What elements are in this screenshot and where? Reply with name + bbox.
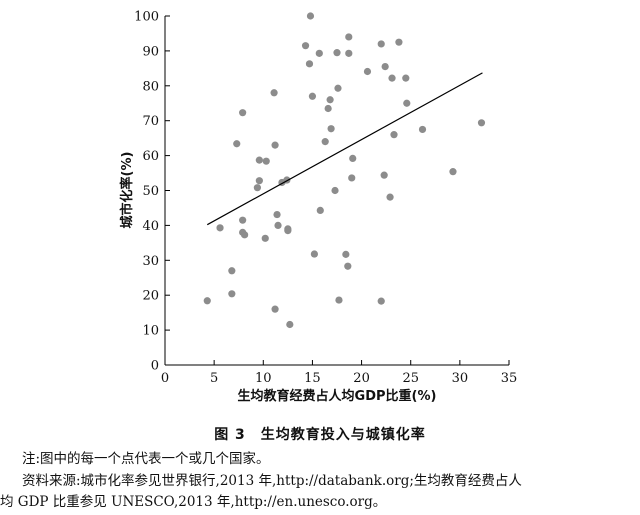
data-point	[241, 231, 249, 239]
data-point	[324, 104, 332, 113]
y-tick-label: 90	[142, 44, 159, 59]
data-point	[271, 141, 279, 149]
source-text-line2: 均 GDP 比重参见 UNESCO,2013 年,http://en.unesc…	[0, 494, 387, 510]
data-points	[203, 12, 486, 329]
y-tick-label: 60	[142, 149, 159, 164]
y-tick-label: 80	[142, 79, 159, 94]
data-point	[305, 60, 314, 68]
data-point	[216, 224, 224, 232]
data-point	[262, 157, 270, 165]
data-point	[327, 125, 335, 133]
source-text-line1: 资料来源:城市化率参见世界银行,2013 年,http://databank.o…	[22, 473, 522, 489]
data-point	[345, 49, 353, 57]
scatter-chart: 0 10 20 30 40 50 60 70 80 90 100 0 5 10 15 20 25 30 35 生均教…	[119, 10, 517, 405]
data-point	[255, 156, 263, 164]
data-point	[349, 154, 357, 162]
data-point	[344, 262, 352, 270]
data-point	[403, 99, 411, 107]
data-point	[377, 40, 385, 48]
y-tick-label: 40	[142, 219, 159, 234]
data-point	[335, 296, 343, 304]
x-axis-label: 生均教育经费占人均GDP比重(%)	[238, 388, 437, 404]
data-point	[363, 67, 372, 76]
data-point	[418, 125, 427, 134]
data-point	[390, 131, 398, 139]
y-axis-label: 城市化率(%)	[119, 152, 135, 229]
data-point	[386, 193, 394, 201]
data-point	[271, 305, 279, 313]
y-tick-label: 70	[142, 114, 159, 129]
x-tick-label: 20	[353, 371, 370, 386]
data-point	[239, 109, 247, 117]
data-point	[402, 74, 410, 82]
figure-caption: 图 3 生均教育投入与城镇化率	[214, 427, 426, 443]
data-point	[255, 177, 263, 185]
data-point	[380, 171, 388, 179]
x-tick-label: 15	[304, 371, 321, 386]
x-tick-label: 25	[402, 371, 419, 386]
data-point	[270, 89, 278, 97]
x-tick-label: 0	[161, 371, 169, 386]
data-point	[321, 138, 329, 146]
data-point	[342, 250, 350, 258]
x-tick-label: 30	[452, 371, 469, 386]
data-point	[301, 42, 310, 50]
data-point	[345, 33, 353, 41]
ticks: 0 10 20 30 40 50 60 70 80 90 100 0 5 10 15 20 25 30 35	[134, 10, 517, 387]
data-point	[273, 210, 281, 219]
data-point	[395, 38, 403, 46]
y-tick-label: 50	[142, 184, 159, 199]
x-tick-label: 5	[210, 371, 218, 386]
data-point	[261, 234, 269, 242]
data-point	[310, 250, 318, 258]
data-point	[348, 174, 356, 182]
data-point	[326, 96, 334, 104]
data-point	[253, 184, 261, 192]
data-point	[381, 63, 389, 71]
data-point	[308, 92, 317, 100]
y-tick-label: 20	[142, 289, 159, 304]
data-point	[228, 290, 236, 298]
data-point	[233, 140, 241, 148]
x-tick-label: 35	[501, 371, 518, 386]
y-tick-label: 100	[134, 10, 159, 25]
data-point	[284, 227, 292, 235]
trend-line	[206, 72, 483, 226]
data-point	[333, 49, 341, 57]
data-point	[377, 297, 385, 305]
data-point	[334, 84, 342, 92]
y-tick-label: 10	[142, 324, 159, 339]
data-point	[388, 74, 396, 82]
data-point	[286, 320, 294, 329]
data-point	[477, 119, 486, 127]
note-text: 注:图中的每一个点代表一个或几个国家。	[22, 451, 270, 467]
data-point	[203, 297, 211, 305]
trendline-group	[206, 72, 483, 226]
data-point	[449, 168, 457, 176]
data-point	[306, 12, 315, 20]
y-tick-label: 0	[151, 359, 159, 374]
x-tick-label: 10	[255, 371, 272, 386]
data-point	[331, 186, 339, 195]
data-point	[239, 216, 247, 224]
data-point	[315, 49, 323, 57]
data-point	[316, 206, 324, 214]
data-point	[228, 267, 236, 275]
data-point	[274, 221, 282, 229]
y-tick-label: 30	[142, 254, 159, 269]
